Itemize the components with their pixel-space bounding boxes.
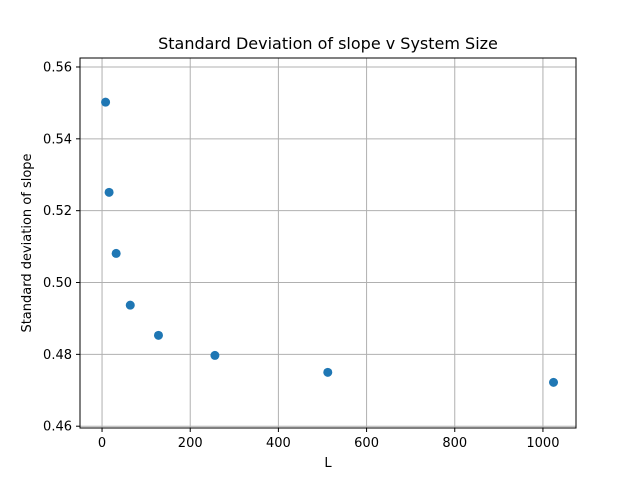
x-tick-label: 800 [442,436,467,451]
data-points [101,97,559,387]
data-point [210,350,220,360]
plot-frame [79,57,577,429]
y-tick-label: 0.52 [43,204,72,219]
data-point [153,330,163,340]
y-tick-label: 0.50 [43,276,72,291]
y-axis-title: Standard deviation of slope [20,153,35,332]
y-tick-label: 0.48 [43,348,72,363]
chart-title: Standard Deviation of slope v System Siz… [158,34,498,53]
y-tick-label: 0.46 [43,420,72,435]
data-point [104,187,114,197]
x-tick-label: 1000 [526,436,559,451]
data-point [111,248,121,258]
y-tick-label: 0.54 [43,132,72,147]
data-point [549,377,559,387]
x-tick-label: 600 [354,436,379,451]
y-tick-label: 0.56 [43,60,72,75]
axis-ticks: 0 200 400 600 800 1000 0.46 0.48 0.50 0.52 0.54 0.5… [43,60,559,451]
x-tick-label: 400 [266,436,291,451]
x-tick-label: 0 [98,436,106,451]
data-point [125,300,135,310]
data-point [101,97,111,107]
x-axis-title: L [324,456,332,471]
data-point [323,367,333,377]
x-tick-label: 200 [178,436,203,451]
grid [80,58,576,428]
